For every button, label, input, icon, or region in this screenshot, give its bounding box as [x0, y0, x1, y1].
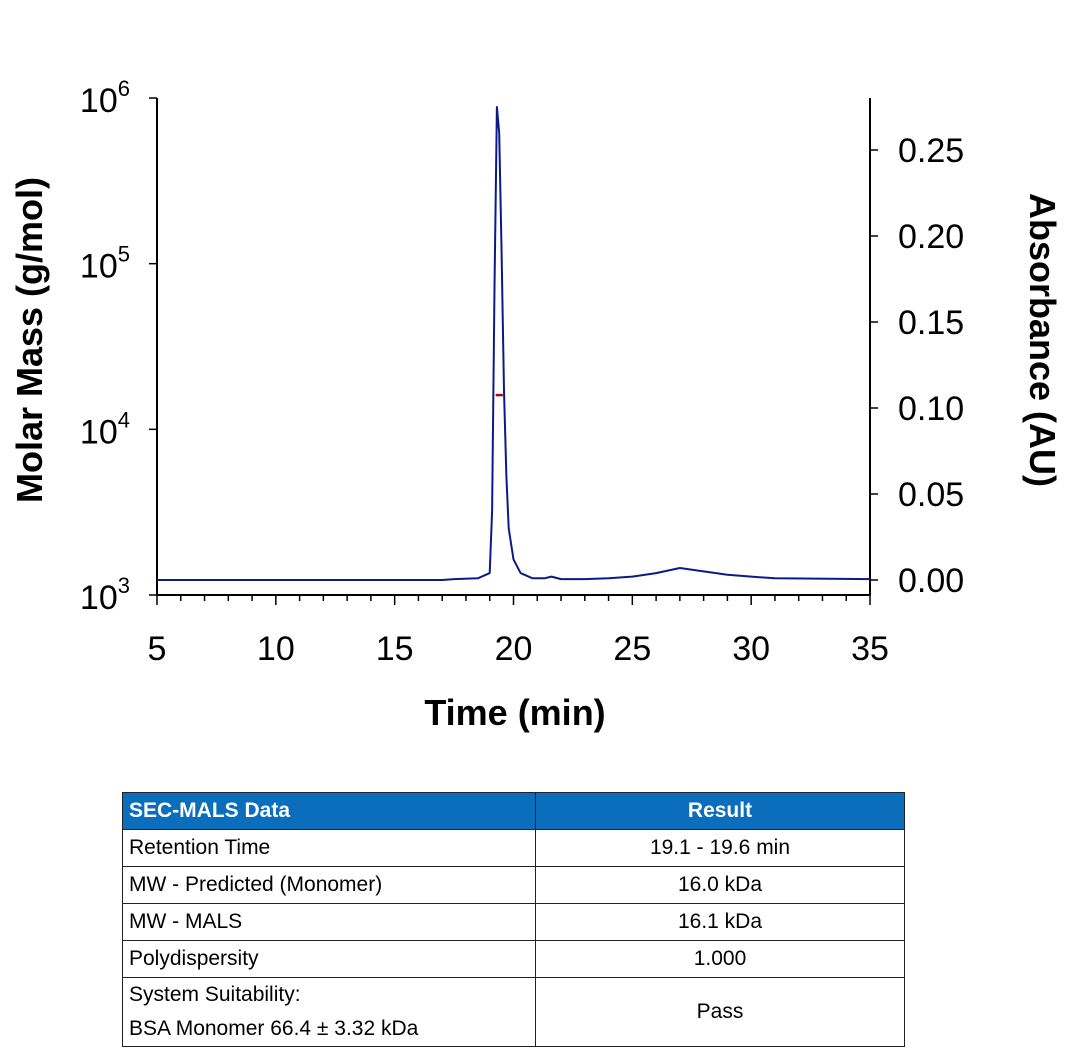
sec-mals-table: SEC-MALS Data Result Retention Time 19.1 …: [122, 792, 905, 1047]
right-tick-label: 0.00: [898, 562, 964, 600]
left-tick-label: 105: [80, 242, 130, 286]
row-label: MW - MALS: [122, 903, 536, 941]
x-tick-label: 20: [495, 630, 533, 668]
absorbance-series: [157, 106, 871, 581]
right-tick-label: 0.05: [898, 476, 964, 514]
right-axis-label: Absorbance (AU): [1022, 193, 1063, 487]
right-tick-label: 0.20: [898, 218, 964, 256]
row-label: Retention Time: [122, 829, 536, 867]
row-label-line: BSA Monomer 66.4 ± 3.32 kDa: [129, 1017, 419, 1040]
right-tick-label: 0.25: [898, 132, 964, 170]
x-axis-label: Time (min): [424, 692, 605, 733]
x-tick-label: 30: [732, 630, 770, 668]
table-header-data: SEC-MALS Data: [122, 792, 536, 830]
x-tick-label: 25: [613, 630, 651, 668]
x-tick-label: 35: [851, 630, 889, 668]
table-row: Retention Time 19.1 - 19.6 min: [122, 829, 905, 867]
x-tick-label: 5: [148, 630, 167, 668]
x-tick-label: 10: [257, 630, 295, 668]
x-tick-label: 15: [376, 630, 414, 668]
row-value: 19.1 - 19.6 min: [535, 829, 905, 867]
table-header-result: Result: [535, 792, 905, 830]
right-tick-label: 0.10: [898, 390, 964, 428]
row-value: 16.1 kDa: [535, 903, 905, 941]
table-row: MW - Predicted (Monomer) 16.0 kDa: [122, 866, 905, 904]
table-row: MW - MALS 16.1 kDa: [122, 903, 905, 941]
row-label: Polydispersity: [122, 940, 536, 978]
sec-mals-chart: 5 10 15 20 25 30 35 103 104 105 106 0.00 0.05 0.10 0.1…: [9, 76, 1063, 733]
row-label-line: System Suitability:: [129, 983, 301, 1006]
row-value: 16.0 kDa: [535, 866, 905, 904]
left-tick-label: 104: [80, 407, 130, 451]
row-value: Pass: [535, 977, 905, 1047]
table-row: System Suitability: BSA Monomer 66.4 ± 3.…: [122, 977, 905, 1047]
left-axis-label: Molar Mass (g/mol): [9, 177, 50, 503]
left-tick-label: 106: [80, 76, 130, 120]
right-tick-label: 0.15: [898, 304, 964, 342]
left-tick-label: 103: [80, 573, 130, 617]
table-row: Polydispersity 1.000: [122, 940, 905, 978]
row-label: System Suitability: BSA Monomer 66.4 ± 3.…: [122, 977, 536, 1047]
row-label: MW - Predicted (Monomer): [122, 866, 536, 904]
row-value: 1.000: [535, 940, 905, 978]
